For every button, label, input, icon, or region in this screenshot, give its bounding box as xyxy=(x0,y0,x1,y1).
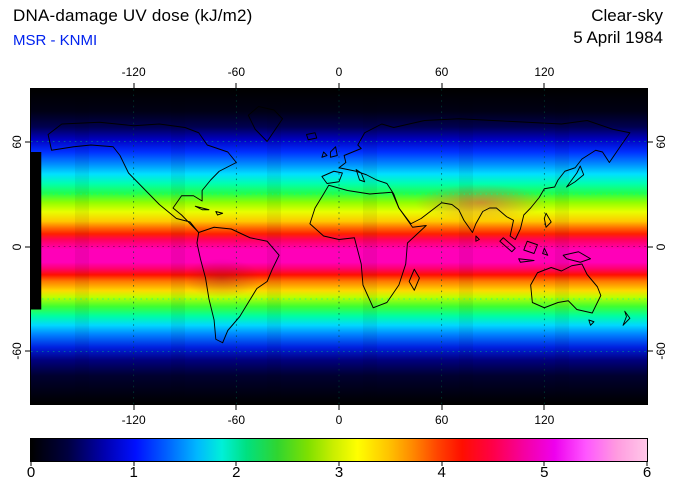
lon-tick-label: 120 xyxy=(534,413,555,427)
axis-tick xyxy=(441,405,443,410)
lat-tick-label: -60 xyxy=(10,342,24,361)
lon-tick-label: -60 xyxy=(227,413,245,427)
lon-tick-label: 60 xyxy=(434,65,449,79)
colorbar-tick-label: 5 xyxy=(540,464,549,480)
world-map-svg xyxy=(31,89,647,404)
continent-outlines xyxy=(47,106,631,344)
cuba-outline xyxy=(194,205,210,211)
axis-tick xyxy=(543,462,545,466)
lon-tick-label: 0 xyxy=(335,65,343,79)
lon-tick-label: 60 xyxy=(434,413,449,427)
colorbar-tick-label: 0 xyxy=(26,464,36,480)
axis-tick xyxy=(543,83,545,88)
axis-tick xyxy=(133,405,135,410)
axis-tick xyxy=(648,141,653,142)
colorbar: 0 1 2 3 4 5 6 xyxy=(27,438,651,480)
sumatra-outline xyxy=(499,237,516,253)
colorbar-tick-label: 4 xyxy=(437,464,446,480)
hispaniola-outline xyxy=(215,211,224,216)
north-america-outline xyxy=(47,121,237,233)
axis-tick xyxy=(338,83,340,88)
date-label: 5 April 1984 xyxy=(573,28,663,47)
lat-tick-label: 60 xyxy=(654,134,668,149)
lat-tick-label: 0 xyxy=(654,243,668,250)
lat-tick-label: -60 xyxy=(654,342,668,361)
new-zealand-outline xyxy=(622,310,631,326)
borneo-outline xyxy=(523,240,538,254)
iceland-outline xyxy=(306,132,318,141)
eurasia-outline xyxy=(338,118,631,240)
no-data-strip xyxy=(31,152,42,310)
axis-tick xyxy=(25,246,30,247)
data-source-label: MSR - KNMI xyxy=(13,32,98,49)
lon-tick-label: 120 xyxy=(534,65,555,79)
colorbar-tick-label: 6 xyxy=(642,464,652,480)
sulawesi-outline xyxy=(542,247,549,256)
axis-tick xyxy=(235,83,237,88)
africa-outline xyxy=(309,184,427,309)
axis-tick xyxy=(133,462,135,466)
axis-tick xyxy=(441,462,443,466)
axis-tick xyxy=(646,462,648,466)
australia-outline xyxy=(530,263,602,314)
lon-tick-label: -60 xyxy=(227,65,245,79)
greenland-outline xyxy=(247,106,284,142)
colorbar-tick-label: 3 xyxy=(334,464,344,480)
sri-lanka-outline xyxy=(475,235,480,242)
lat-tick-label: 0 xyxy=(10,243,24,250)
axis-tick xyxy=(235,462,237,466)
tasmania-outline xyxy=(588,319,595,326)
axis-tick xyxy=(441,83,443,88)
axis-tick xyxy=(338,462,340,466)
axis-tick xyxy=(235,405,237,410)
ireland-outline xyxy=(321,151,328,158)
axis-tick xyxy=(338,405,340,410)
colorbar-tick-label: 2 xyxy=(232,464,241,480)
axis-tick xyxy=(25,141,30,142)
lon-tick-label: -120 xyxy=(121,413,146,427)
axis-tick xyxy=(648,246,653,247)
iberia-outline xyxy=(321,170,343,184)
madagascar-outline xyxy=(408,268,420,291)
axis-tick xyxy=(30,462,32,466)
graticule xyxy=(31,89,647,404)
japan-outline xyxy=(566,165,585,188)
lat-tick-label: 60 xyxy=(10,134,24,149)
philippines-outline xyxy=(543,212,552,228)
south-america-outline xyxy=(196,226,280,344)
map-frame: -120 -60 0 60 120 -120 -60 0 60 120 60 0… xyxy=(10,65,668,427)
britain-outline xyxy=(329,146,338,158)
axis-tick xyxy=(543,405,545,410)
italy-outline xyxy=(355,169,366,183)
java-outline xyxy=(518,258,535,263)
axis-tick xyxy=(133,83,135,88)
axis-tick xyxy=(25,350,30,352)
new-guinea-outline xyxy=(562,251,592,263)
sky-condition-label: Clear-sky xyxy=(591,6,663,25)
colorbar-tick-label: 1 xyxy=(129,464,138,480)
lon-tick-label: 0 xyxy=(335,413,343,427)
axis-tick xyxy=(648,350,653,352)
lon-tick-label: -120 xyxy=(121,65,146,79)
page-title: DNA-damage UV dose (kJ/m2) xyxy=(13,6,253,25)
